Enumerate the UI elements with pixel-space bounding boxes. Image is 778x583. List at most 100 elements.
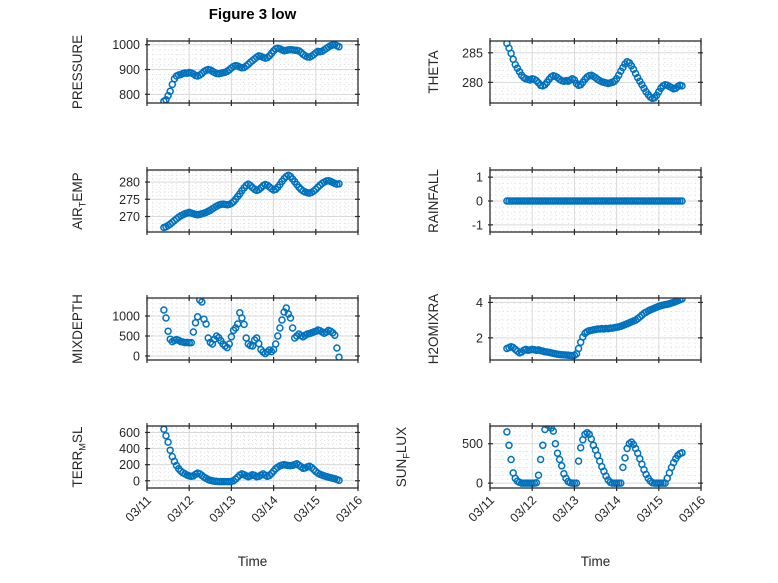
scatter-markers bbox=[160, 171, 343, 232]
data-point-marker bbox=[532, 478, 541, 487]
data-point-marker bbox=[309, 465, 318, 474]
y-tick-label: 1 bbox=[476, 171, 483, 185]
data-point-marker bbox=[621, 454, 629, 462]
y-axis-label-mixdepth: MIXDEPTH bbox=[69, 259, 87, 399]
axis-box bbox=[146, 40, 359, 104]
major-grid bbox=[490, 170, 701, 232]
y-tick-label: 275 bbox=[119, 193, 140, 207]
data-point-marker bbox=[507, 49, 515, 58]
y-tick-label: 200 bbox=[119, 458, 140, 472]
scatter-markers bbox=[160, 426, 343, 486]
data-point-marker bbox=[288, 324, 297, 332]
x-tick-label: 03/15 bbox=[291, 493, 323, 525]
y-axis-label-pressure: PRESSURE bbox=[69, 2, 87, 142]
ylabel-subscript: M bbox=[77, 443, 88, 451]
data-point-marker bbox=[551, 439, 560, 448]
data-point-marker bbox=[678, 298, 686, 303]
data-point-marker bbox=[505, 441, 513, 450]
data-point-marker bbox=[539, 441, 547, 450]
y-tick-labels: 24 bbox=[476, 296, 483, 345]
data-point-marker bbox=[557, 462, 566, 470]
data-point-marker bbox=[678, 449, 686, 457]
data-point-marker bbox=[669, 458, 678, 467]
y-axis-label-sun-flux: SUNFLUX bbox=[393, 387, 412, 527]
x-tick-label: 03/16 bbox=[333, 493, 365, 525]
data-point-marker bbox=[160, 306, 168, 314]
minor-grid bbox=[491, 299, 700, 359]
data-point-marker bbox=[678, 197, 686, 205]
y-tick-label: 1000 bbox=[112, 310, 140, 324]
minor-grid bbox=[491, 170, 700, 232]
data-point-marker bbox=[162, 431, 170, 440]
x-tick-label: 03/13 bbox=[207, 493, 239, 525]
data-point-marker bbox=[574, 457, 583, 465]
data-point-marker bbox=[335, 180, 343, 188]
axis-box bbox=[489, 40, 702, 104]
ylabel-text: EMP bbox=[70, 172, 85, 202]
data-point-marker bbox=[166, 87, 174, 96]
y-tick-label: 280 bbox=[462, 76, 483, 90]
axis-ticks bbox=[145, 295, 360, 363]
data-point-marker bbox=[619, 463, 627, 472]
data-point-marker bbox=[231, 475, 240, 483]
axis-ticks bbox=[145, 167, 360, 235]
y-axis-label-h2omixra: H2OMIXRA bbox=[425, 259, 443, 399]
data-point-marker bbox=[274, 332, 282, 340]
axis-box bbox=[489, 425, 702, 489]
data-point-marker bbox=[196, 298, 204, 304]
x-tick-label: 03/12 bbox=[164, 493, 196, 525]
x-tick-label: 03/15 bbox=[634, 493, 666, 525]
data-point-marker bbox=[536, 455, 545, 464]
data-point-marker bbox=[333, 344, 341, 352]
y-tick-labels: 270 275 280 bbox=[119, 176, 140, 224]
data-point-marker bbox=[290, 334, 299, 342]
subplot-h2omixra: 24 bbox=[476, 295, 703, 363]
subplot-terr_msl: 0 200 400 600 03/11 03/12 03/13 03/14 03/15 03/16 bbox=[119, 423, 365, 525]
data-point-marker bbox=[227, 333, 236, 341]
y-tick-label: 280 bbox=[119, 176, 140, 190]
data-point-marker bbox=[191, 319, 200, 327]
data-point-marker bbox=[503, 428, 511, 436]
y-tick-label: 270 bbox=[119, 210, 140, 224]
axis-box bbox=[146, 297, 359, 361]
data-point-marker bbox=[295, 183, 303, 191]
x-tick-label: 03/16 bbox=[676, 493, 708, 525]
data-point-marker bbox=[202, 320, 210, 328]
ylabel-subscript: F bbox=[401, 453, 412, 459]
axis-box bbox=[146, 425, 359, 489]
data-point-marker bbox=[250, 336, 259, 344]
data-point-marker bbox=[231, 324, 240, 332]
ylabel-subscript: T bbox=[77, 201, 88, 208]
axis-ticks bbox=[488, 38, 703, 106]
data-point-marker bbox=[164, 327, 172, 335]
data-point-marker bbox=[240, 320, 248, 329]
data-point-marker bbox=[166, 446, 174, 454]
data-point-marker bbox=[286, 314, 295, 322]
y-tick-label: 0 bbox=[476, 195, 483, 209]
scatter-markers bbox=[503, 426, 686, 487]
data-point-marker bbox=[307, 463, 316, 472]
subplot-rainfall: -1 0 1 bbox=[472, 167, 703, 235]
data-point-marker bbox=[574, 344, 583, 353]
data-point-marker bbox=[246, 181, 255, 190]
axis-box bbox=[146, 169, 359, 233]
y-axis-label-theta: THETA bbox=[425, 2, 443, 142]
data-point-marker bbox=[314, 183, 322, 191]
axis-ticks bbox=[488, 295, 703, 363]
y-tick-label: 2 bbox=[476, 331, 483, 345]
y-tick-label: 800 bbox=[119, 88, 140, 102]
y-tick-label: 4 bbox=[476, 296, 483, 310]
y-tick-label: 1000 bbox=[112, 38, 140, 52]
ylabel-text: THETA bbox=[426, 50, 441, 94]
y-tick-label: 500 bbox=[119, 330, 140, 344]
y-tick-label: 600 bbox=[119, 426, 140, 440]
figure-title: Figure 3 low bbox=[208, 6, 297, 23]
data-point-marker bbox=[587, 435, 596, 443]
data-point-marker bbox=[189, 328, 198, 336]
data-point-marker bbox=[331, 331, 339, 339]
axis-box bbox=[489, 297, 702, 361]
ylabel-text: SL bbox=[70, 426, 85, 444]
x-tick-labels: 03/11 03/12 03/13 03/14 03/15 03/16 bbox=[123, 493, 365, 525]
